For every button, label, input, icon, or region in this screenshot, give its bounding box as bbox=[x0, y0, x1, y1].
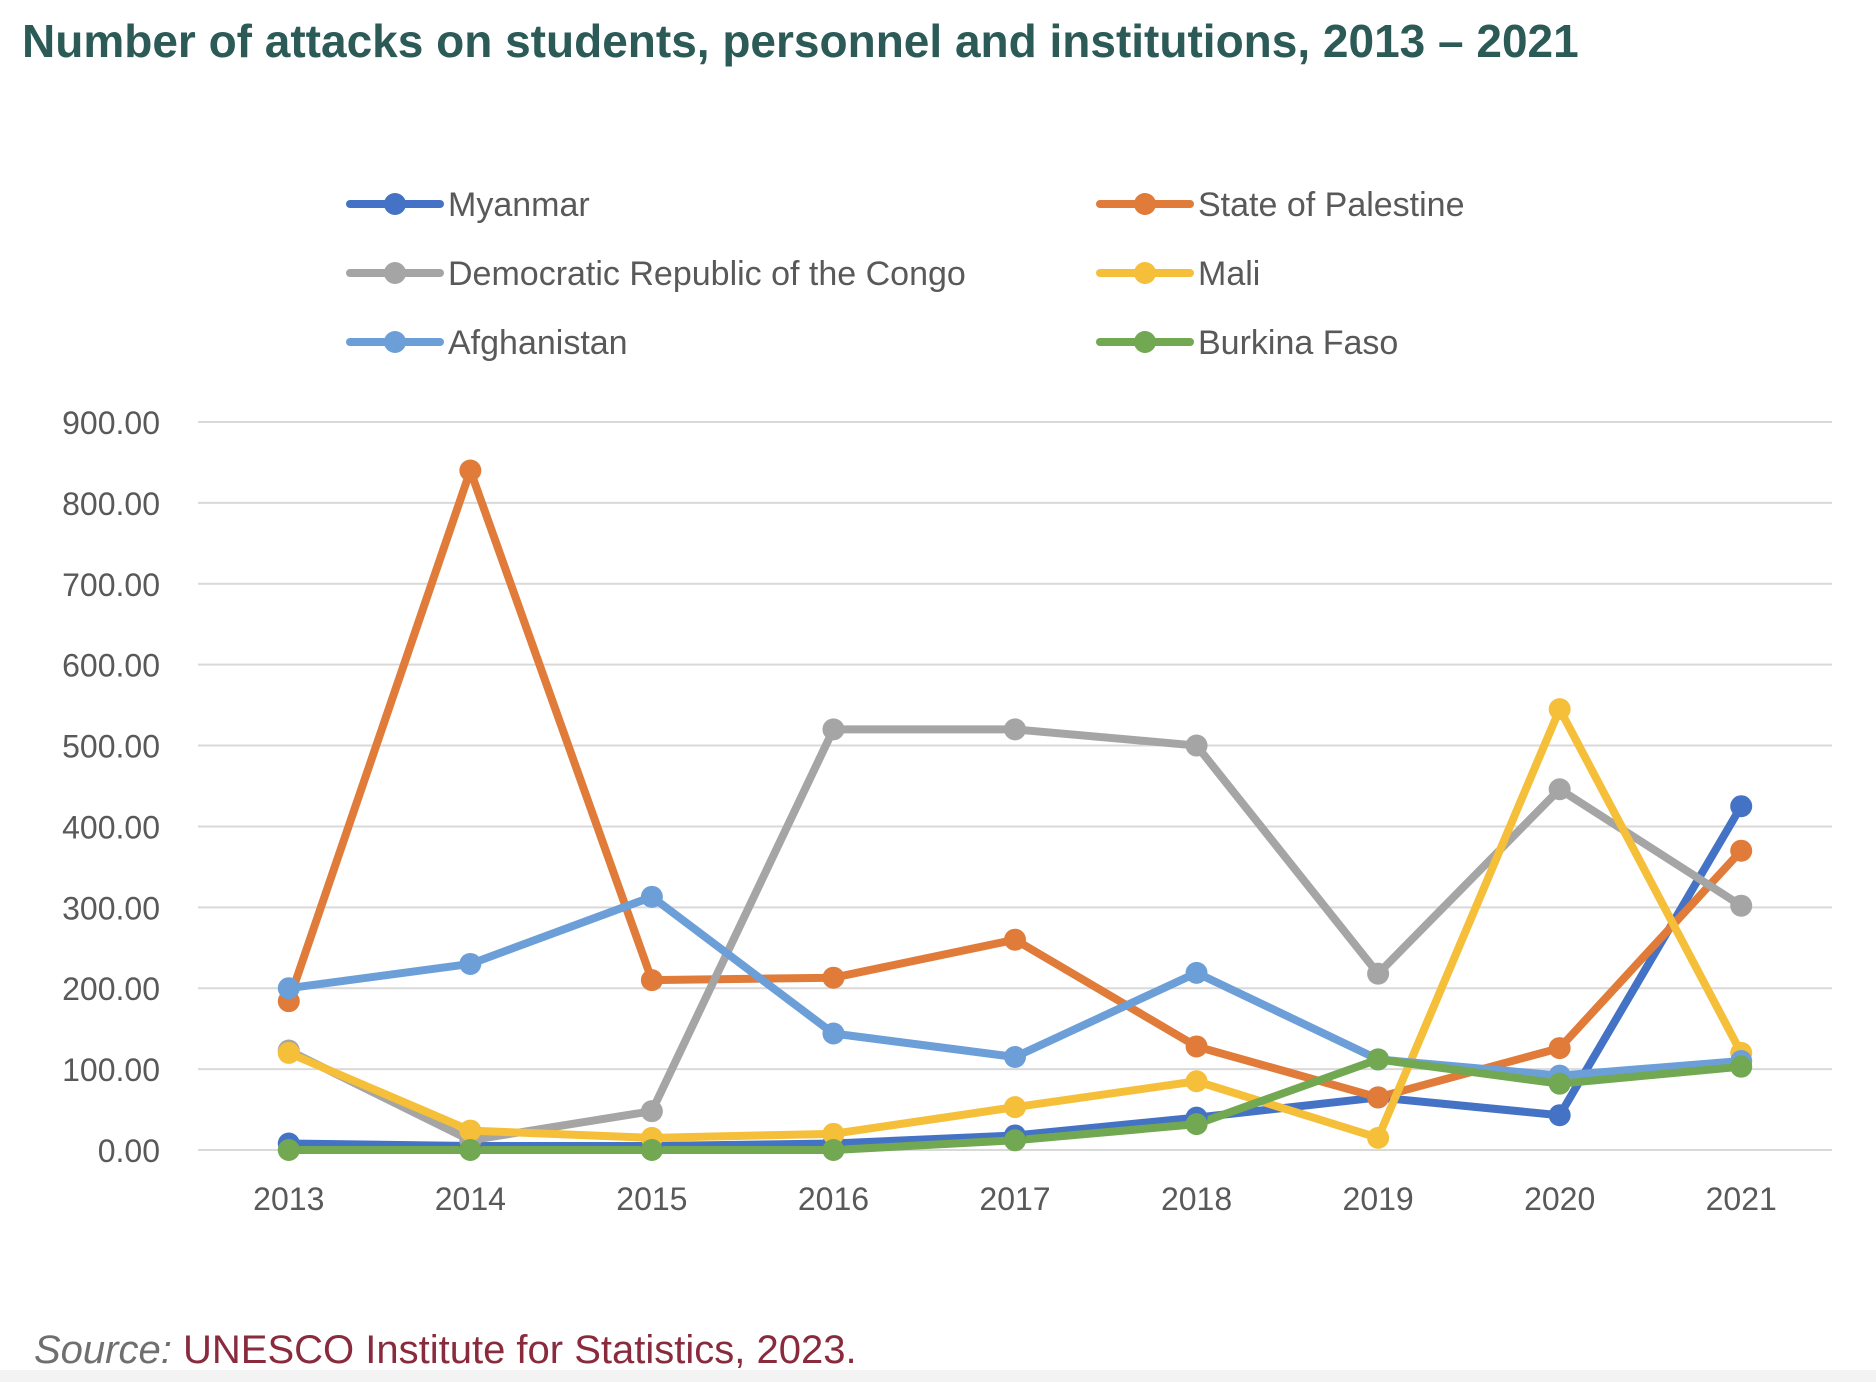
data-point-mali bbox=[1185, 1070, 1208, 1093]
chart-title: Number of attacks on students, personnel… bbox=[22, 15, 1579, 67]
data-point-myanmar bbox=[1548, 1104, 1571, 1127]
data-point-democratic-republic-of-the-congo bbox=[822, 718, 845, 741]
data-point-burkina-faso bbox=[1367, 1048, 1390, 1071]
data-point-democratic-republic-of-the-congo bbox=[1730, 894, 1753, 917]
series-line-state-of-palestine bbox=[284, 466, 1746, 1102]
x-tick-label: 2019 bbox=[1343, 1181, 1414, 1217]
x-tick-label: 2015 bbox=[616, 1181, 687, 1217]
data-point-burkina-faso bbox=[822, 1139, 845, 1161]
legend-marker bbox=[384, 193, 406, 215]
legend-label: State of Palestine bbox=[1198, 186, 1465, 224]
data-point-democratic-republic-of-the-congo bbox=[640, 1100, 663, 1123]
source-note: Source: UNESCO Institute for Statistics,… bbox=[34, 1328, 857, 1373]
series-points bbox=[277, 459, 1753, 1161]
data-point-burkina-faso bbox=[1730, 1055, 1753, 1078]
data-point-mali bbox=[1548, 698, 1571, 721]
data-point-state-of-palestine bbox=[1004, 928, 1026, 951]
legend-item-burkina-faso: Burkina Faso bbox=[1096, 324, 1398, 362]
legend-marker bbox=[1134, 193, 1156, 215]
x-tick-label: 2014 bbox=[435, 1181, 506, 1217]
data-point-afghanistan bbox=[822, 1022, 845, 1045]
legend-marker bbox=[1134, 331, 1156, 353]
y-axis-tick-labels: 0.00 100.00 200.00 300.00 400.00 500.00 600.00… bbox=[62, 405, 160, 1169]
data-point-afghanistan bbox=[459, 952, 482, 975]
data-point-burkina-faso bbox=[459, 1139, 482, 1161]
legend-item-state-of-palestine: State of Palestine bbox=[1096, 186, 1465, 224]
data-point-myanmar bbox=[1730, 795, 1753, 818]
series-line-myanmar bbox=[284, 802, 1746, 1150]
legend: Myanmar State of Palestine Democratic Repu… bbox=[346, 186, 1465, 362]
y-tick-label: 500.00 bbox=[62, 729, 160, 765]
y-tick-label: 100.00 bbox=[62, 1052, 160, 1088]
legend-item-democratic-republic-of-the-congo: Democratic Republic of the Congo bbox=[346, 255, 966, 293]
y-tick-label: 600.00 bbox=[62, 648, 160, 684]
data-point-state-of-palestine bbox=[822, 966, 845, 989]
x-tick-label: 2018 bbox=[1161, 1181, 1232, 1217]
data-point-mali bbox=[1367, 1126, 1390, 1149]
x-tick-label: 2017 bbox=[979, 1181, 1050, 1217]
data-point-democratic-republic-of-the-congo bbox=[1004, 718, 1026, 741]
data-point-mali bbox=[277, 1041, 300, 1064]
data-point-burkina-faso bbox=[1548, 1072, 1571, 1095]
data-point-democratic-republic-of-the-congo bbox=[1185, 734, 1208, 757]
data-point-mali bbox=[1004, 1096, 1026, 1119]
data-point-mali bbox=[459, 1119, 482, 1142]
data-point-afghanistan bbox=[1185, 961, 1208, 984]
data-point-burkina-faso bbox=[640, 1139, 663, 1161]
data-point-democratic-republic-of-the-congo bbox=[1367, 962, 1390, 985]
data-point-burkina-faso bbox=[1185, 1113, 1208, 1136]
y-tick-label: 800.00 bbox=[62, 486, 160, 522]
data-point-state-of-palestine bbox=[1185, 1035, 1208, 1058]
data-point-burkina-faso bbox=[1004, 1129, 1026, 1152]
y-tick-label: 700.00 bbox=[62, 567, 160, 603]
gridlines bbox=[198, 421, 1832, 1151]
data-point-state-of-palestine bbox=[1730, 839, 1753, 862]
legend-item-mali: Mali bbox=[1096, 255, 1260, 293]
bottom-divider bbox=[0, 1370, 1876, 1382]
x-tick-label: 2016 bbox=[798, 1181, 869, 1217]
data-point-state-of-palestine bbox=[1367, 1086, 1390, 1109]
data-point-state-of-palestine bbox=[640, 969, 663, 992]
legend-marker bbox=[384, 331, 406, 353]
legend-item-afghanistan: Afghanistan bbox=[346, 324, 628, 362]
data-point-mali bbox=[822, 1122, 845, 1145]
x-axis-tick-labels: 2013 2014 2015 2016 2017 2018 2019 2020 2021 bbox=[253, 1181, 1777, 1217]
legend-label: Afghanistan bbox=[448, 324, 628, 362]
data-point-democratic-republic-of-the-congo bbox=[1548, 778, 1571, 801]
source-text: UNESCO Institute for Statistics, 2023. bbox=[182, 1328, 857, 1372]
source-prefix: Source: bbox=[34, 1328, 172, 1372]
legend-label: Democratic Republic of the Congo bbox=[448, 255, 966, 293]
data-point-state-of-palestine bbox=[459, 459, 482, 482]
y-tick-label: 300.00 bbox=[62, 890, 160, 926]
x-tick-label: 2013 bbox=[253, 1181, 324, 1217]
legend-item-myanmar: Myanmar bbox=[346, 186, 590, 224]
legend-label: Mali bbox=[1198, 255, 1260, 293]
data-point-burkina-faso bbox=[277, 1139, 300, 1161]
y-tick-label: 900.00 bbox=[62, 405, 160, 441]
legend-label: Myanmar bbox=[448, 186, 590, 224]
y-tick-label: 0.00 bbox=[98, 1133, 160, 1169]
legend-marker bbox=[1134, 262, 1156, 284]
legend-marker bbox=[384, 262, 406, 284]
x-tick-label: 2021 bbox=[1706, 1181, 1777, 1217]
data-point-afghanistan bbox=[640, 885, 663, 908]
y-tick-label: 200.00 bbox=[62, 971, 160, 1007]
y-tick-label: 400.00 bbox=[62, 809, 160, 845]
data-point-afghanistan bbox=[1004, 1045, 1026, 1068]
x-tick-label: 2020 bbox=[1524, 1181, 1595, 1217]
data-point-state-of-palestine bbox=[1548, 1037, 1571, 1060]
legend-label: Burkina Faso bbox=[1198, 324, 1398, 362]
data-point-afghanistan bbox=[277, 977, 300, 1000]
